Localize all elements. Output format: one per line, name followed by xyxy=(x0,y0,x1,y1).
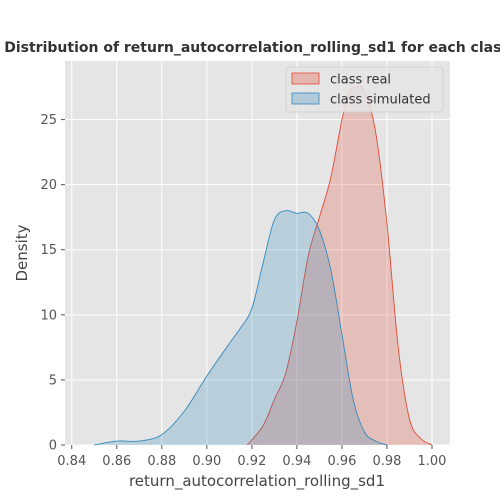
legend-label-class-simulated: class simulated xyxy=(330,93,431,108)
legend: class real class simulated xyxy=(285,66,444,113)
y-tick-label: 25 xyxy=(40,113,57,128)
y-axis-ticks: 0 5 10 15 20 25 xyxy=(40,113,65,454)
y-tick-label: 10 xyxy=(40,308,57,323)
density-area-class-real xyxy=(247,85,432,445)
x-tick-label: 1.00 xyxy=(418,454,447,469)
x-tick-label: 0.90 xyxy=(192,454,221,469)
x-axis-label: return_autocorrelation_rolling_sd1 xyxy=(129,472,385,491)
x-tick-label: 0.92 xyxy=(237,454,266,469)
y-tick-label: 5 xyxy=(49,373,57,388)
grid-lines xyxy=(65,61,450,446)
density-areas xyxy=(94,85,433,446)
legend-swatch-class-real xyxy=(291,72,320,85)
x-tick-label: 0.86 xyxy=(102,454,131,469)
x-tick-label: 0.94 xyxy=(282,454,311,469)
y-axis-label: Density xyxy=(13,224,31,281)
x-tick-label: 0.88 xyxy=(147,454,176,469)
chart-title: Distribution of return_autocorrelation_r… xyxy=(4,40,500,56)
legend-swatch-class-simulated xyxy=(291,92,320,105)
density-line-class-simulated xyxy=(94,210,388,446)
density-area-class-simulated xyxy=(94,210,387,445)
plot-area xyxy=(65,61,450,445)
x-tick-label: 0.98 xyxy=(372,454,401,469)
legend-box xyxy=(285,66,444,113)
x-tick-label: 0.84 xyxy=(57,454,86,469)
y-tick-label: 15 xyxy=(40,243,57,258)
x-axis-ticks: 0.84 0.86 0.88 0.90 0.92 0.94 0.96 0.98 1.00 xyxy=(57,445,446,469)
y-tick-label: 0 xyxy=(49,439,57,454)
x-tick-label: 0.96 xyxy=(327,454,356,469)
legend-label-class-real: class real xyxy=(330,73,391,88)
y-tick-label: 20 xyxy=(40,178,57,193)
